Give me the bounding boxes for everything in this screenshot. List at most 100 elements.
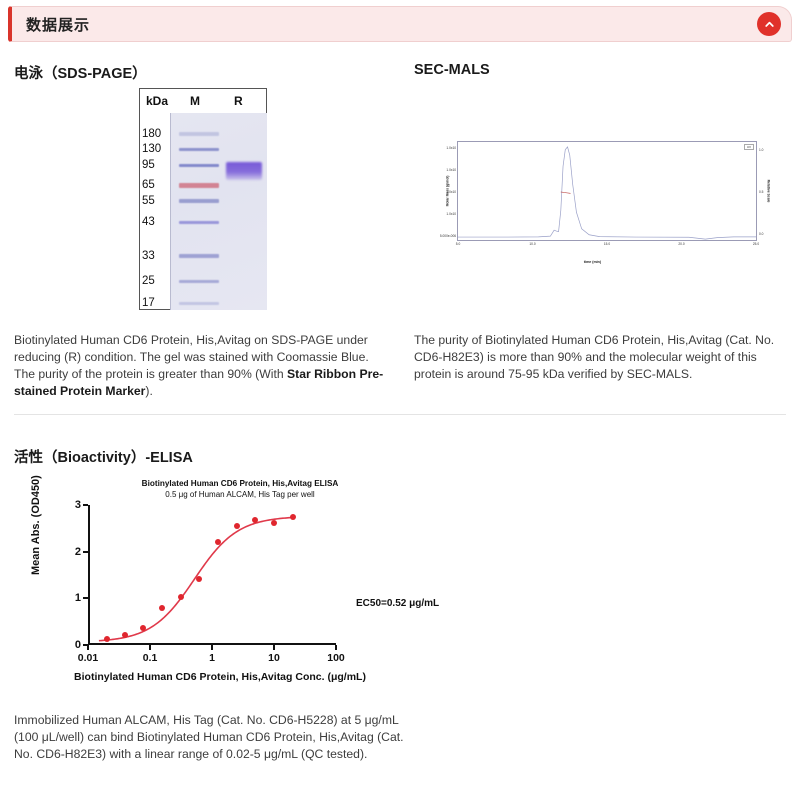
sec-mals-x-tick: 5.0: [455, 242, 461, 246]
page-title: 数据展示: [26, 16, 91, 34]
sec-mals-y2-tick: 0.0: [759, 232, 764, 236]
sec-mals-x-tick: 20.0: [678, 242, 685, 246]
gel-header-kda: kDa: [146, 94, 169, 108]
gel-ladder-label: 180: [142, 127, 162, 140]
gel-header-sample: R: [234, 94, 243, 108]
elisa-data-point: [215, 538, 221, 545]
sec-mals-y2-tick: 0.5: [759, 190, 764, 194]
elisa-data-point: [289, 514, 296, 521]
elisa-title-sub: 0.5 μg of Human ALCAM, His Tag per well: [165, 490, 315, 499]
elisa-x-tick-mark: [87, 645, 89, 650]
gel-marker-band: [179, 132, 219, 136]
gel-header-marker: M: [190, 94, 200, 108]
elisa-x-tick-mark: [149, 645, 151, 650]
elisa-data-point: [103, 635, 110, 642]
elisa-y-tick-mark: [83, 504, 88, 506]
gel-marker-band: [179, 279, 219, 284]
gel-ladder-label: 25: [142, 275, 155, 288]
sec-mals-y-tick: 1.0x10: [446, 168, 456, 172]
sec-mals-series: [560, 191, 571, 194]
elisa-y-tick-mark: [83, 644, 88, 646]
gel-lanes: [170, 113, 267, 310]
sds-page-gel-image: kDa M R 180 130 95 65 55 43 33 25 17: [139, 88, 267, 310]
elisa-data-point: [121, 631, 128, 638]
sec-mals-traces: [458, 146, 756, 240]
elisa-y-axis: [88, 505, 90, 645]
sec-mals-y-tick: 1.0x10: [446, 146, 456, 150]
elisa-fit-line: [98, 516, 296, 642]
gel-sample-band: [226, 162, 262, 180]
sec-mals-x-tick: 15.0: [603, 242, 611, 246]
sec-mals-chart: Molar Mass (g/mol) Relative Scale 1.0x10…: [415, 133, 771, 265]
sec-mals-x-axis-label: time (min): [583, 260, 602, 264]
protein-marker-link[interactable]: Star Ribbon Pre-stained Protein Marker: [14, 367, 384, 398]
elisa-data-point: [177, 594, 184, 601]
sds-page-description: Biotinylated Human CD6 Protein, His,Avit…: [14, 332, 384, 400]
gel-ladder-label: 33: [142, 249, 155, 262]
gel-marker-band: [179, 220, 219, 225]
elisa-x-tick-mark: [335, 645, 337, 650]
section-divider: [14, 414, 786, 415]
gel-ladder-label: 17: [142, 297, 155, 310]
gel-column-headers: kDa M R: [140, 89, 266, 113]
sds-desc-part3: ).: [145, 384, 153, 398]
gel-marker-band: [179, 183, 219, 189]
elisa-y-tick-label: 2: [74, 545, 81, 558]
sec-mals-plot-area: Molar Mass (g/mol) Relative Scale 1.0x10…: [440, 141, 771, 246]
sec-mals-x-tick: 25.0: [752, 242, 760, 246]
collapse-panel-button[interactable]: [757, 12, 781, 36]
gel-ladder-label: 65: [142, 178, 155, 191]
elisa-x-tick-label: 1: [209, 652, 215, 664]
gel-marker-band: [179, 163, 219, 168]
gel-ladder-label: 130: [142, 143, 162, 156]
elisa-x-tick-label: 0.1: [142, 652, 158, 664]
elisa-x-tick-label: 100: [327, 652, 345, 664]
elisa-data-point: [196, 575, 203, 582]
elisa-y-axis-label: Mean Abs. (OD450): [30, 475, 42, 575]
elisa-ec50-annotation: EC50=0.52 μg/mL: [356, 598, 440, 609]
sds-desc-part1: Biotinylated Human CD6 Protein, His,Avit…: [14, 333, 369, 381]
gel-ladder-label: 95: [142, 159, 155, 172]
sec-mals-y2-tick: 1.0: [759, 148, 764, 152]
sec-mals-x-tick: 10.0: [529, 242, 536, 246]
sec-mals-y-tick: 1.0x10: [446, 190, 456, 194]
elisa-data-point: [140, 625, 147, 632]
bioactivity-description: Immobilized Human ALCAM, His Tag (Cat. N…: [14, 713, 404, 761]
elisa-chart: Biotinylated Human CD6 Protein, His,Avit…: [20, 475, 439, 693]
gel-marker-band: [179, 147, 219, 152]
elisa-x-tick-label: 10: [268, 652, 280, 664]
elisa-title-main: Biotinylated Human CD6 Protein, His,Avit…: [141, 479, 339, 488]
elisa-data-point: [252, 516, 259, 523]
gel-marker-band: [179, 254, 219, 258]
elisa-fit-curve: [98, 516, 296, 642]
chevron-up-icon: [763, 18, 776, 31]
panel-header: 数据展示: [8, 6, 792, 42]
elisa-x-axis-label: Biotinylated Human CD6 Protein, His,Avit…: [74, 671, 366, 683]
gel-marker-band: [179, 301, 219, 305]
elisa-data-point: [271, 520, 277, 527]
sec-mals-y-tick: 5.000e-006: [439, 234, 456, 238]
elisa-y-tick-label: 1: [74, 592, 81, 605]
elisa-y-tick-label: 3: [74, 499, 81, 511]
elisa-y-tick-label: 0: [74, 639, 81, 651]
section-title-bioactivity: 活性（Bioactivity）-ELISA: [14, 450, 193, 466]
gel-ladder-label: 55: [142, 194, 155, 207]
elisa-y-tick-mark: [83, 597, 88, 600]
elisa-x-axis: [88, 643, 336, 645]
gel-marker-band: [179, 199, 219, 203]
section-title-sds-page: 电泳（SDS-PAGE）: [14, 66, 147, 82]
sec-mals-legend: UV: [743, 144, 754, 150]
sec-mals-y2-axis-label: Relative Scale: [766, 179, 771, 203]
elisa-y-tick-mark: [83, 550, 88, 553]
sec-mals-series: [458, 146, 756, 240]
elisa-x-tick-mark: [211, 645, 213, 650]
elisa-x-tick-mark: [273, 645, 275, 650]
section-title-sec-mals: SEC-MALS: [414, 62, 490, 78]
sec-mals-y-tick: 1.0x10: [446, 212, 456, 216]
sec-mals-description: The purity of Biotinylated Human CD6 Pro…: [414, 333, 775, 381]
elisa-plot-area: 0 1 2 3 0.01 0.1 1 10 100 EC50=0.52 μg/mL: [75, 499, 439, 664]
gel-ladder-label: 43: [142, 216, 155, 229]
elisa-chart-title: Biotinylated Human CD6 Protein, His,Avit…: [75, 478, 405, 500]
elisa-data-point: [158, 604, 165, 611]
